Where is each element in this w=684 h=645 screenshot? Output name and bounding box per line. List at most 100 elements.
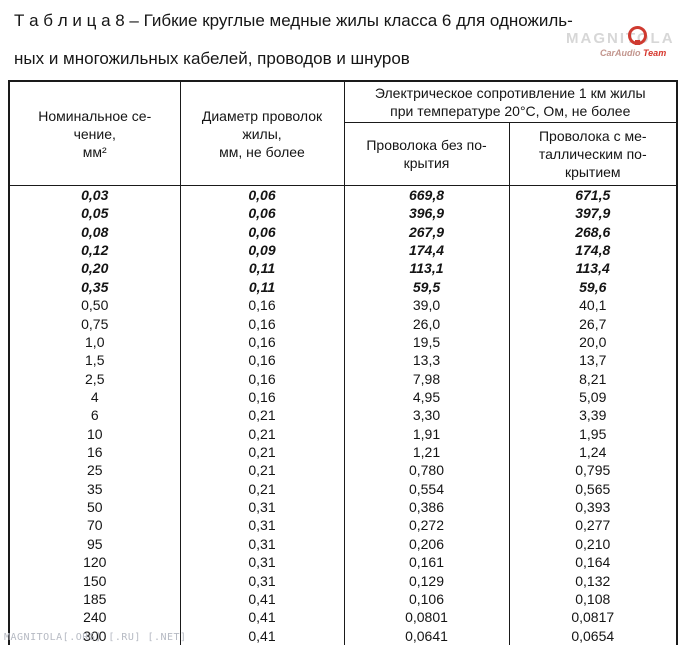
table-cell: 0,21 bbox=[179, 406, 345, 425]
table-cell: 0,31 bbox=[179, 571, 345, 590]
table-cell: 0,31 bbox=[179, 534, 345, 554]
table-cell: 0,16 bbox=[179, 369, 345, 388]
table-cell: 0,0654 bbox=[508, 626, 678, 645]
table-cell: 5,09 bbox=[508, 387, 678, 407]
table-cell: 0,20 bbox=[8, 259, 181, 278]
table-cell: 0,21 bbox=[179, 461, 345, 480]
table-cell: 300 bbox=[8, 626, 181, 645]
table-row: 25 0,21 0,780 0,795 bbox=[8, 461, 678, 480]
table-cell: 70 bbox=[8, 516, 181, 535]
table-cell: 0,08 bbox=[8, 222, 181, 242]
table-row: 150 0,31 0,129 0,132 bbox=[8, 571, 678, 590]
table-row: 35 0,21 0,554 0,565 bbox=[8, 479, 678, 499]
table-cell: 0,09 bbox=[179, 241, 345, 260]
table-cell: 50 bbox=[8, 498, 181, 517]
table-cell: 0,03 bbox=[8, 185, 181, 205]
watermark-brand-text: MAGNITOLA bbox=[566, 30, 675, 47]
table-cell: 0,393 bbox=[508, 498, 678, 517]
table-cell: 0,210 bbox=[508, 534, 678, 554]
table-cell: 0,06 bbox=[179, 204, 345, 223]
table-cell: 0,41 bbox=[179, 608, 345, 627]
table-cell: 0,21 bbox=[179, 424, 345, 444]
table-row: 1,0 0,16 19,5 20,0 bbox=[8, 332, 678, 352]
table-cell: 0,0817 bbox=[508, 608, 678, 627]
table-row: 0,05 0,06 396,9 397,9 bbox=[8, 204, 678, 223]
table-cell: 0,0641 bbox=[343, 626, 510, 645]
table-row: 240 0,41 0,0801 0,0817 bbox=[8, 608, 678, 627]
table-cell: 13,7 bbox=[508, 351, 678, 370]
table-row: 95 0,31 0,206 0,210 bbox=[8, 534, 678, 554]
table-cell: 95 bbox=[8, 534, 181, 554]
table-row: 4 0,16 4,95 5,09 bbox=[8, 387, 678, 407]
table-cell: 0,795 bbox=[508, 461, 678, 480]
table-cell: 0,16 bbox=[179, 332, 345, 352]
table-row: 0,20 0,11 113,1 113,4 bbox=[8, 259, 678, 278]
table-cell: 267,9 bbox=[343, 222, 510, 242]
table-cell: 0,108 bbox=[508, 589, 678, 609]
table-cell: 0,31 bbox=[179, 516, 345, 535]
table-title-line-1: Т а б л и ц а 8 – Гибкие круглые медные … bbox=[14, 11, 573, 30]
table-cell: 7,98 bbox=[343, 369, 510, 388]
table-row: 0,75 0,16 26,0 26,7 bbox=[8, 314, 678, 333]
conductor-resistance-table: Номинальное се- чение, мм² Диаметр прово… bbox=[8, 80, 679, 645]
table-cell: 26,7 bbox=[508, 314, 678, 333]
table-cell: 3,30 bbox=[343, 406, 510, 425]
table-row: 10 0,21 1,91 1,95 bbox=[8, 424, 678, 444]
table-cell: 0,0801 bbox=[343, 608, 510, 627]
table-cell: 240 bbox=[8, 608, 181, 627]
header-uncoated-wire: Проволока без по- крытия bbox=[343, 122, 510, 186]
header-coated-wire: Проволока с ме- таллическим по- крытием bbox=[508, 122, 678, 186]
header-row-group: Номинальное се- чение, мм² Диаметр прово… bbox=[8, 80, 678, 186]
watermark-team-word2: Team bbox=[643, 48, 667, 58]
table-cell: 174,4 bbox=[343, 241, 510, 260]
table-cell: 0,31 bbox=[179, 553, 345, 572]
table-cell: 8,21 bbox=[508, 369, 678, 388]
table-cell: 0,50 bbox=[8, 296, 181, 315]
table-cell: 25 bbox=[8, 461, 181, 480]
watermark-team-text: CarAudio Team bbox=[600, 48, 666, 58]
table-cell: 0,41 bbox=[179, 589, 345, 609]
table-cell: 0,206 bbox=[343, 534, 510, 554]
table-cell: 0,12 bbox=[8, 241, 181, 260]
table-cell: 1,95 bbox=[508, 424, 678, 444]
table-cell: 0,11 bbox=[179, 259, 345, 278]
table-cell: 0,31 bbox=[179, 498, 345, 517]
table-row: 0,35 0,11 59,5 59,6 bbox=[8, 277, 678, 297]
brand-ring-tail-icon bbox=[635, 40, 640, 45]
table-cell: 0,05 bbox=[8, 204, 181, 223]
header-resistance-group: Электрическое сопротивление 1 км жилы пр… bbox=[343, 80, 678, 123]
table-row: 2,5 0,16 7,98 8,21 bbox=[8, 369, 678, 388]
table-title-line-2: ных и многожильных кабелей, проводов и ш… bbox=[14, 49, 410, 68]
table-cell: 0,21 bbox=[179, 479, 345, 499]
header-row-sub: Проволока без по- крытия Проволока с ме-… bbox=[9, 122, 678, 186]
table-cell: 0,161 bbox=[343, 553, 510, 572]
table-cell: 396,9 bbox=[343, 204, 510, 223]
table-cell: 3,39 bbox=[508, 406, 678, 425]
table-cell: 0,06 bbox=[179, 185, 345, 205]
table-row: 50 0,31 0,386 0,393 bbox=[8, 498, 678, 517]
header-wire-diameter: Диаметр проволок жилы, мм, не более bbox=[179, 80, 345, 186]
table-row: 0,50 0,16 39,0 40,1 bbox=[8, 296, 678, 315]
table-cell: 397,9 bbox=[508, 204, 678, 223]
table-cell: 113,1 bbox=[343, 259, 510, 278]
table-row: 0,12 0,09 174,4 174,8 bbox=[8, 241, 678, 260]
table-cell: 10 bbox=[8, 424, 181, 444]
table-cell: 1,24 bbox=[508, 443, 678, 462]
table-cell: 20,0 bbox=[508, 332, 678, 352]
table-row: 0,08 0,06 267,9 268,6 bbox=[8, 222, 678, 242]
table-cell: 1,5 bbox=[8, 351, 181, 370]
table-cell: 1,21 bbox=[343, 443, 510, 462]
table-row: 300 0,41 0,0641 0,0654 bbox=[8, 626, 678, 645]
table-cell: 0,106 bbox=[343, 589, 510, 609]
table-cell: 174,8 bbox=[508, 241, 678, 260]
table-row: 120 0,31 0,161 0,164 bbox=[8, 553, 678, 572]
table-cell: 2,5 bbox=[8, 369, 181, 388]
watermark-team-word1: CarAudio bbox=[600, 48, 641, 58]
watermark-bottom-left: MAGNITOLA[.ORG] [.RU] [.NET] bbox=[4, 632, 187, 643]
table-cell: 19,5 bbox=[343, 332, 510, 352]
table-cell: 0,21 bbox=[179, 443, 345, 462]
table-cell: 0,565 bbox=[508, 479, 678, 499]
table-body: 0,03 0,06 669,8 671,5 0,05 0,06 396,9 397,9 0,08… bbox=[8, 185, 678, 645]
table-cell: 0,41 bbox=[179, 626, 345, 645]
table-row: 16 0,21 1,21 1,24 bbox=[8, 443, 678, 462]
